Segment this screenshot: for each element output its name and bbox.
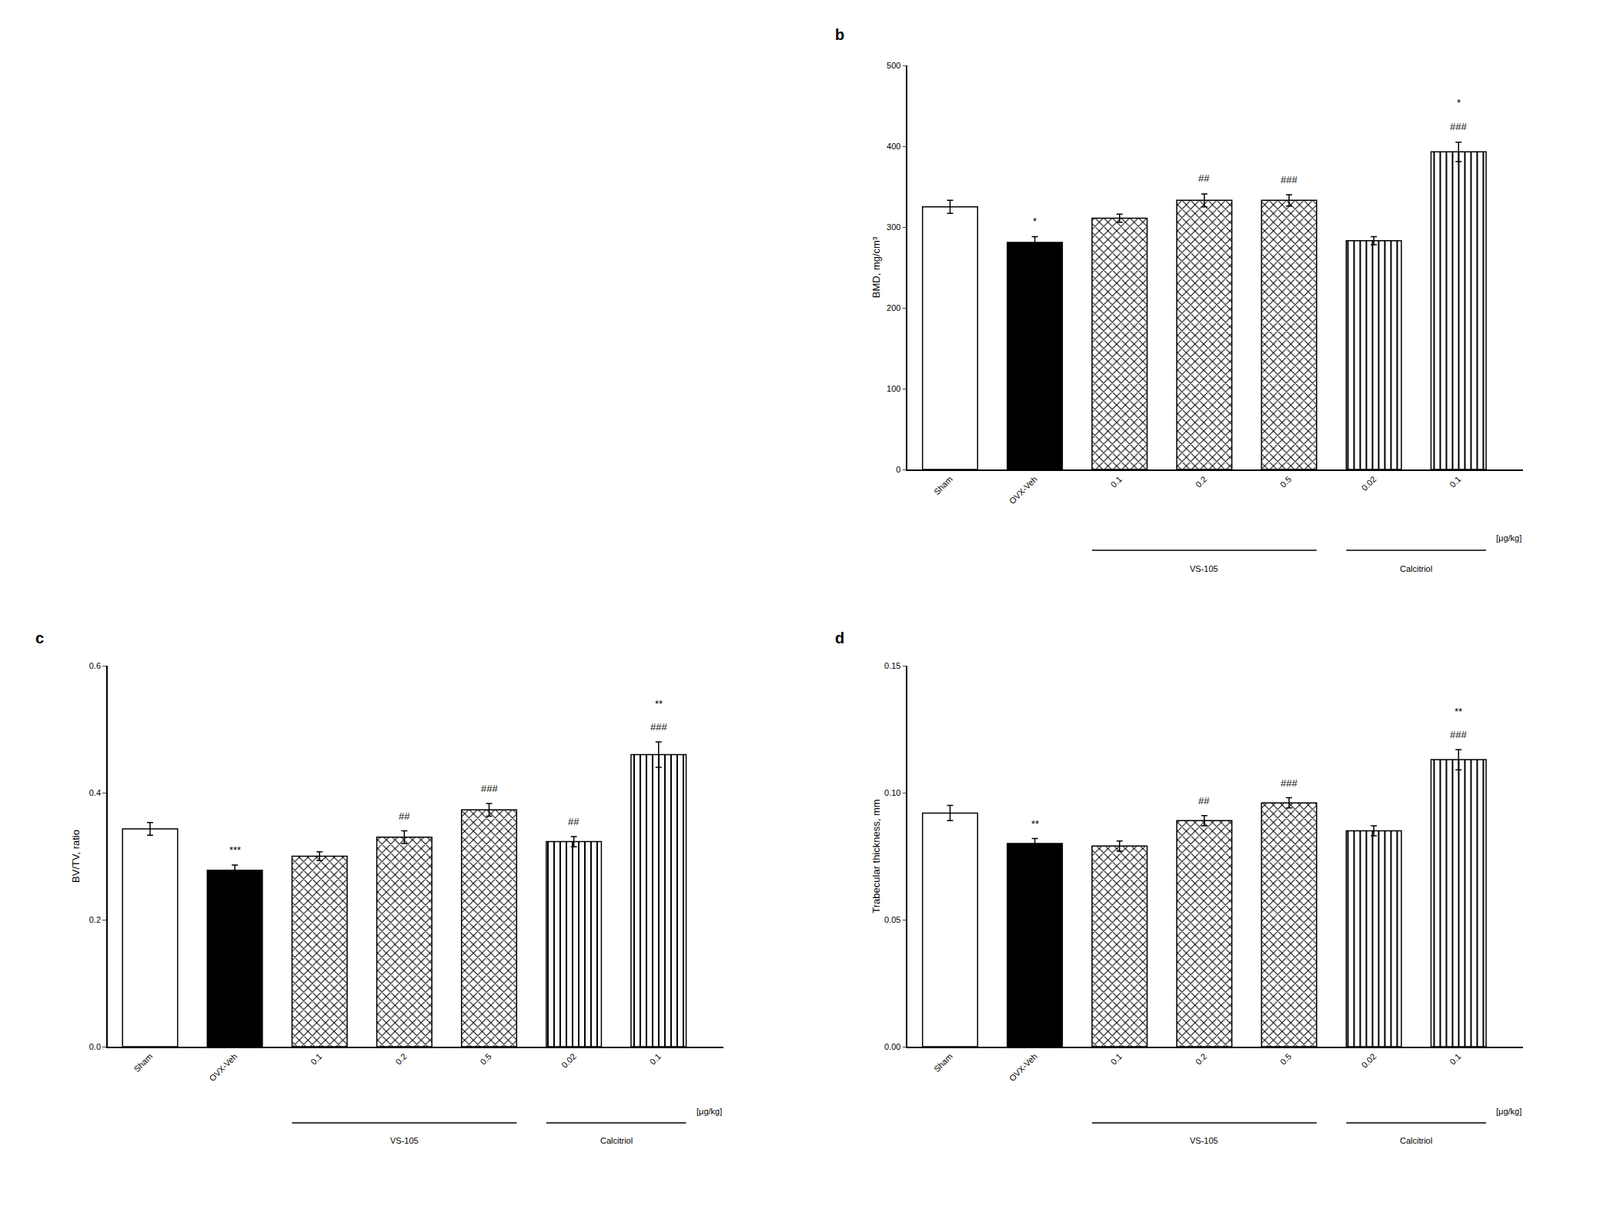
- svg-text:*: *: [1456, 96, 1461, 109]
- svg-text:0.02: 0.02: [1359, 474, 1379, 493]
- svg-text:0.05: 0.05: [884, 915, 901, 925]
- svg-text:500: 500: [886, 60, 901, 71]
- svg-text:VS-105: VS-105: [1189, 1135, 1219, 1146]
- svg-text:0.6: 0.6: [89, 661, 101, 671]
- svg-text:0.02: 0.02: [1359, 1051, 1379, 1070]
- svg-text:0.1: 0.1: [308, 1051, 324, 1066]
- svg-text:0.1: 0.1: [648, 1051, 663, 1066]
- svg-text:c: c: [35, 629, 44, 647]
- svg-text:0.2: 0.2: [1193, 1051, 1209, 1066]
- svg-text:##: ##: [567, 815, 580, 828]
- svg-text:[μg/kg]: [μg/kg]: [1496, 533, 1522, 543]
- svg-text:300: 300: [886, 222, 901, 232]
- svg-text:400: 400: [886, 141, 901, 151]
- svg-text:###: ###: [1449, 728, 1467, 741]
- svg-text:0.1: 0.1: [1108, 474, 1124, 489]
- svg-text:##: ##: [398, 810, 411, 822]
- svg-text:VS-105: VS-105: [1189, 564, 1219, 574]
- svg-text:0.10: 0.10: [884, 788, 901, 798]
- svg-text:BV/TV, ratio: BV/TV, ratio: [70, 829, 82, 883]
- svg-text:100: 100: [886, 384, 901, 394]
- svg-text:0.5: 0.5: [1278, 474, 1293, 489]
- svg-text:0.5: 0.5: [478, 1051, 494, 1066]
- svg-text:0.15: 0.15: [884, 661, 901, 671]
- svg-text:[μg/kg]: [μg/kg]: [1496, 1106, 1522, 1116]
- svg-text:0.1: 0.1: [1447, 474, 1463, 489]
- svg-text:VS-105: VS-105: [390, 1135, 419, 1146]
- svg-text:0.00: 0.00: [884, 1042, 901, 1052]
- svg-text:BMD, mg/cm³: BMD, mg/cm³: [870, 236, 882, 298]
- svg-text:200: 200: [886, 303, 901, 313]
- svg-text:###: ###: [1280, 173, 1298, 186]
- svg-text:0.1: 0.1: [1447, 1051, 1463, 1066]
- svg-text:**: **: [654, 698, 663, 710]
- svg-text:###: ###: [1280, 777, 1298, 789]
- svg-text:0.0: 0.0: [89, 1042, 101, 1052]
- svg-text:OVX-Veh: OVX-Veh: [207, 1051, 240, 1083]
- svg-text:Calcitriol: Calcitriol: [1399, 564, 1433, 574]
- svg-text:Calcitriol: Calcitriol: [600, 1135, 633, 1146]
- svg-text:*: *: [1032, 215, 1037, 228]
- svg-text:0.2: 0.2: [393, 1051, 408, 1066]
- svg-text:##: ##: [1198, 172, 1210, 184]
- svg-text:**: **: [1454, 705, 1463, 718]
- svg-text:0: 0: [895, 464, 901, 475]
- svg-text:0.2: 0.2: [89, 915, 101, 925]
- svg-text:###: ###: [481, 782, 498, 795]
- svg-text:###: ###: [1449, 120, 1467, 133]
- svg-text:***: ***: [229, 844, 241, 856]
- svg-text:##: ##: [1198, 794, 1210, 807]
- svg-text:Sham: Sham: [931, 474, 955, 497]
- svg-text:###: ###: [650, 721, 668, 733]
- svg-text:b: b: [835, 26, 845, 44]
- svg-text:OVX-Veh: OVX-Veh: [1007, 1051, 1039, 1083]
- svg-text:OVX-Veh: OVX-Veh: [1007, 474, 1039, 506]
- svg-text:0.4: 0.4: [89, 788, 101, 798]
- svg-text:[μg/kg]: [μg/kg]: [696, 1106, 722, 1116]
- svg-text:0.02: 0.02: [559, 1051, 578, 1070]
- svg-text:0.1: 0.1: [1108, 1051, 1124, 1066]
- svg-text:Calcitriol: Calcitriol: [1399, 1135, 1433, 1146]
- svg-text:0.5: 0.5: [1278, 1051, 1293, 1066]
- svg-text:Sham: Sham: [131, 1051, 154, 1074]
- svg-text:Sham: Sham: [931, 1051, 955, 1074]
- svg-text:0.2: 0.2: [1193, 474, 1209, 489]
- svg-text:Trabecular thickness, mm: Trabecular thickness, mm: [870, 798, 882, 913]
- svg-text:d: d: [835, 629, 845, 647]
- svg-text:**: **: [1031, 818, 1039, 830]
